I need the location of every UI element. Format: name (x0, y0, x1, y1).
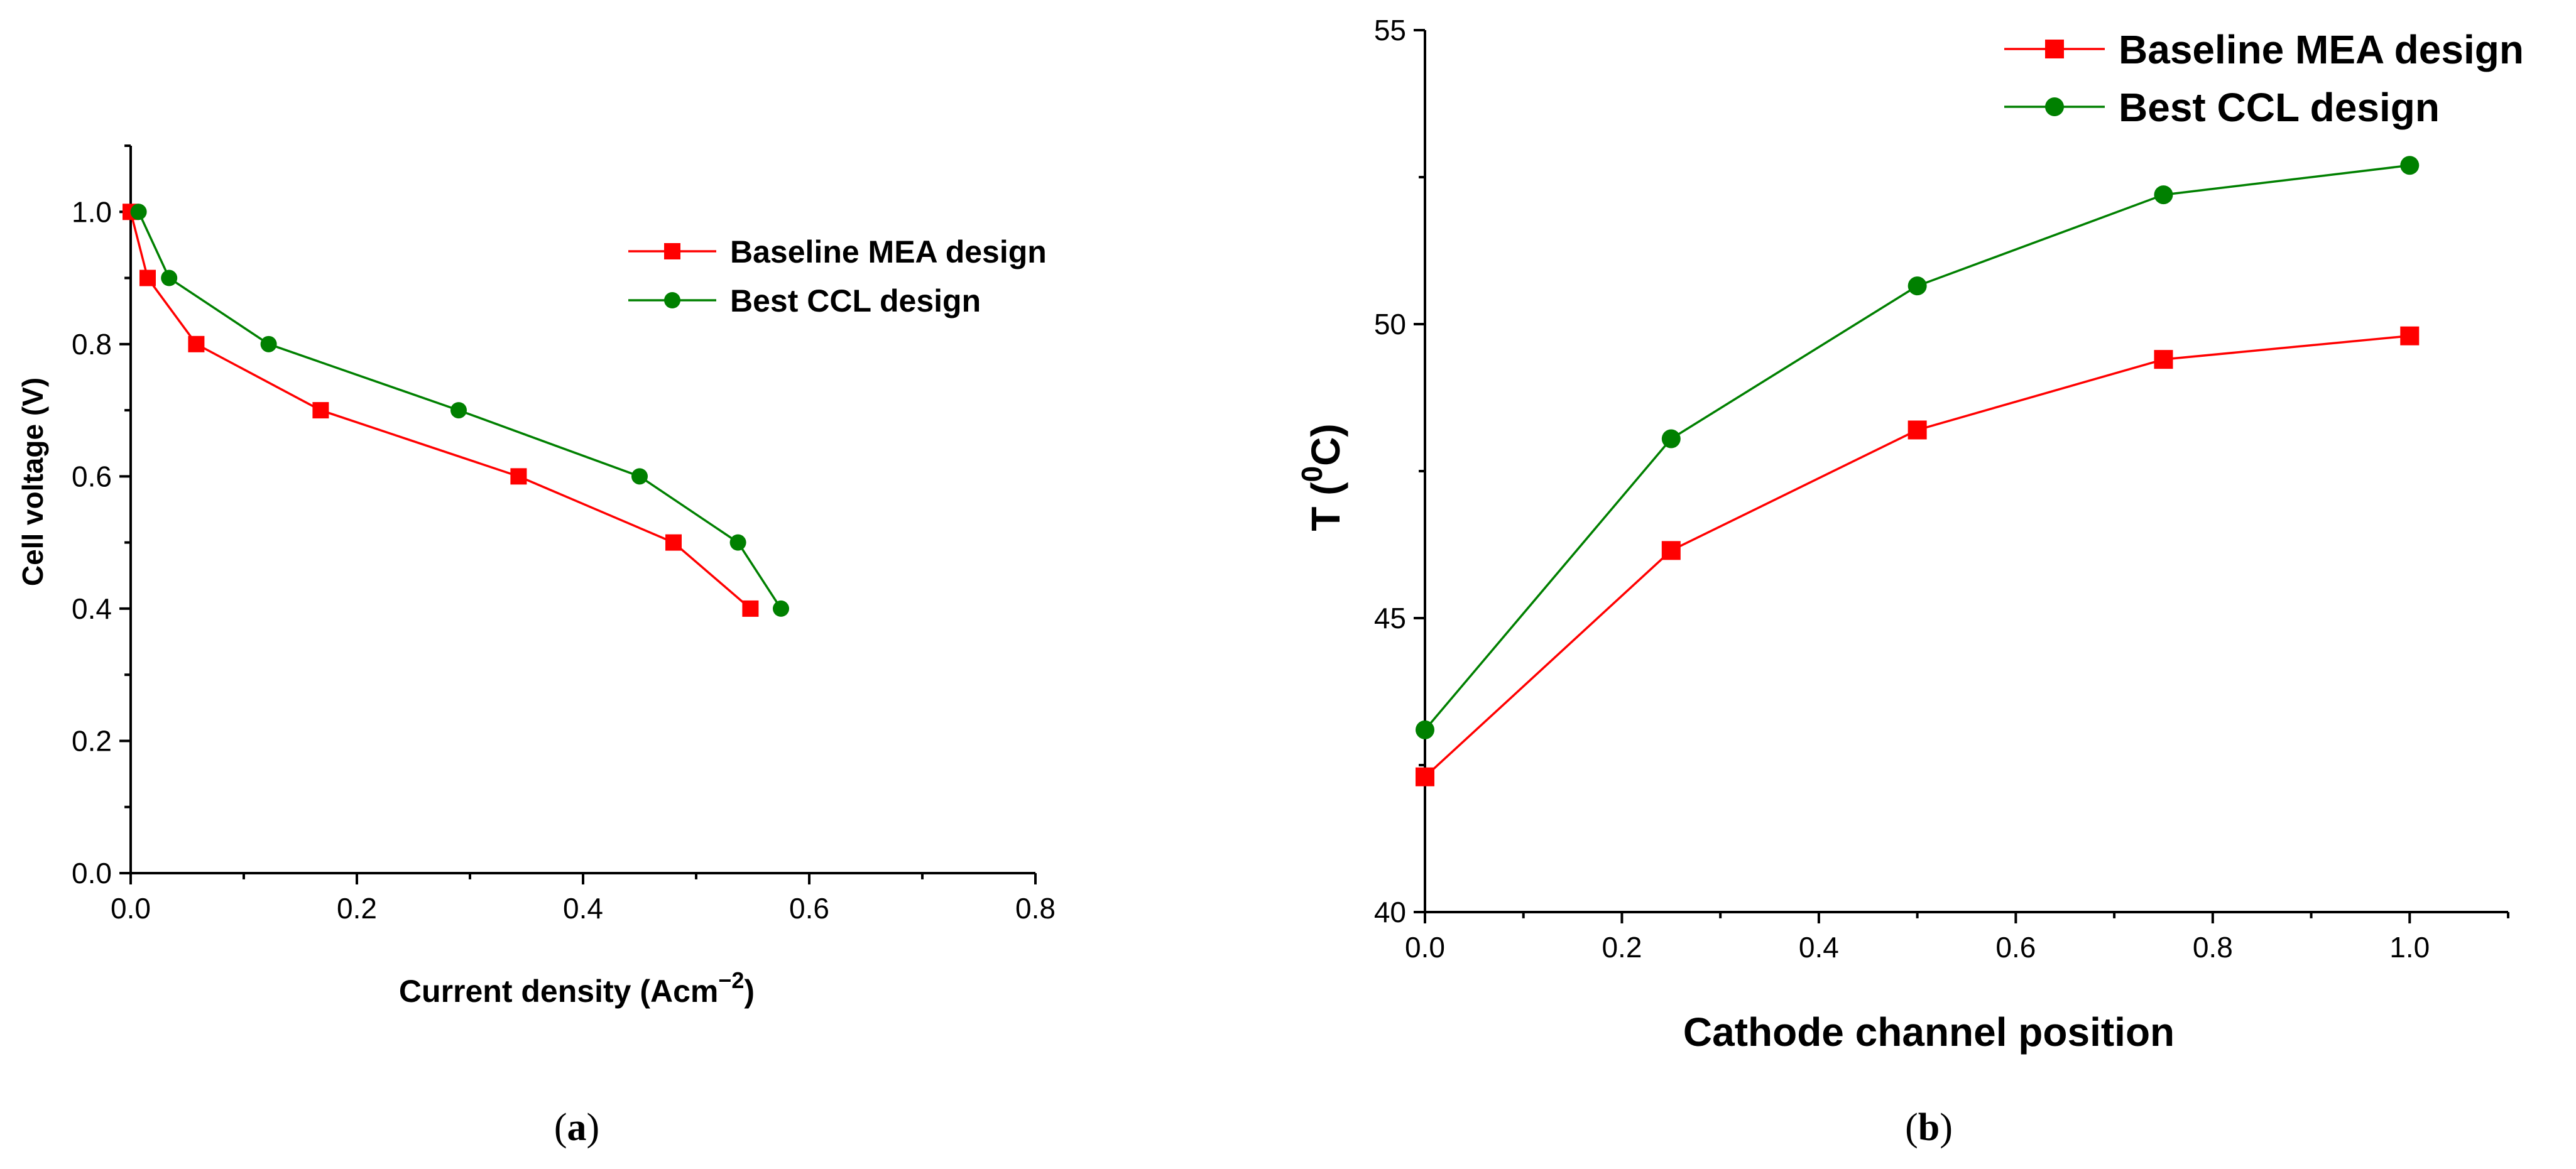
chart-b-point-baseline (2400, 326, 2420, 345)
chart-a-panel-label: (a) (554, 1106, 599, 1149)
chart-a-y-tick-label: 0.8 (72, 328, 112, 361)
chart-a-y-tick-label: 0.2 (72, 724, 112, 757)
chart-a-x-tick-label: 0.0 (111, 892, 151, 925)
chart-a-point-best-ccl (161, 269, 178, 286)
chart-b-series-line-best-ccl (1424, 164, 2410, 731)
chart-a-point-baseline (312, 402, 329, 419)
chart-a-point-best-ccl (729, 534, 746, 551)
chart-a-y-tick-label: 0.4 (72, 592, 112, 625)
chart-a-x-axis-title: Current density (Acm−2) (399, 967, 755, 1009)
chart-a-point-baseline (188, 335, 205, 352)
chart-b-x-tick-label: 1.0 (2389, 931, 2430, 964)
chart-b-legend-label-best-ccl: Best CCL design (2119, 85, 2440, 130)
chart-a-plot-area: 0.0 0.2 0.4 0.6 0.8 0.0 0.2 0.4 0.6 0.8 1.0 (72, 144, 1056, 925)
chart-a-y-axis-title: Cell voltage (V) (16, 378, 49, 586)
chart-b-point-best-ccl (1661, 429, 1681, 449)
chart-b-point-baseline (1416, 767, 1434, 786)
chart-b-y-tick-label: 40 (1374, 896, 1406, 928)
chart-b-x-axis-title: Cathode channel position (1683, 1009, 2175, 1055)
chart-a-y-tick-label: 0.0 (72, 857, 112, 889)
chart-a-point-best-ccl (450, 402, 467, 419)
chart-b-point-best-ccl (1907, 276, 1927, 296)
chart-b-point-best-ccl (2400, 156, 2420, 175)
chart-b-legend-marker-baseline (2045, 40, 2064, 58)
chart-b-x-tick-label: 0.8 (2193, 931, 2233, 964)
chart-b-y-tick-label: 45 (1374, 602, 1406, 634)
chart-b-legend-label-baseline: Baseline MEA design (2119, 27, 2524, 72)
chart-b-y-tick-label: 50 (1374, 308, 1406, 340)
chart-b-point-baseline (1661, 541, 1681, 560)
chart-a-legend-label-baseline: Baseline MEA design (730, 234, 1047, 269)
chart-a-point-baseline (510, 468, 527, 485)
chart-b-point-baseline (2154, 350, 2173, 369)
chart-a-y-tick-label: 1.0 (72, 195, 112, 228)
chart-b-y-tick-label: 55 (1374, 14, 1406, 46)
chart-a-legend: Baseline MEA design Best CCL design (628, 234, 1047, 318)
chart-a-y-tick-label: 0.6 (72, 460, 112, 492)
chart-b-x-tick-label: 0.0 (1405, 931, 1445, 964)
chart-a-x-tick-label: 0.6 (789, 892, 829, 925)
chart-a-x-tick-label: 0.2 (337, 892, 377, 925)
chart-b-temperature: 0.0 0.2 0.4 0.6 0.8 1.0 40 45 50 55 Cathode chann… (1296, 14, 2524, 1149)
chart-b-point-baseline (1907, 420, 1927, 440)
chart-b-point-best-ccl (2154, 185, 2173, 205)
chart-a-legend-label-best-ccl: Best CCL design (730, 283, 981, 318)
chart-b-point-best-ccl (1416, 720, 1434, 739)
chart-a-point-baseline (665, 534, 682, 551)
chart-a-point-best-ccl (260, 335, 277, 352)
chart-a-point-best-ccl (773, 600, 789, 617)
chart-a-point-baseline (742, 600, 759, 617)
chart-b-x-tick-label: 0.4 (1799, 931, 1839, 964)
chart-a-legend-marker-best-ccl (664, 292, 680, 308)
chart-b-legend-marker-best-ccl (2045, 97, 2064, 116)
chart-b-plot-area: 0.0 0.2 0.4 0.6 0.8 1.0 40 45 50 55 (1374, 14, 2509, 964)
chart-b-legend: Baseline MEA design Best CCL design (2004, 27, 2524, 130)
chart-a-point-best-ccl (631, 468, 648, 485)
chart-a-legend-marker-baseline (664, 243, 680, 259)
chart-b-x-tick-label: 0.6 (1995, 931, 2036, 964)
chart-a-point-best-ccl (130, 204, 147, 220)
chart-b-x-tick-label: 0.2 (1602, 931, 1642, 964)
chart-a-series-line-baseline (129, 211, 751, 610)
chart-b-y-axis-title: T (0C) (1296, 423, 1348, 531)
chart-a-x-tick-label: 0.4 (563, 892, 603, 925)
chart-a-point-baseline (139, 269, 156, 286)
chart-a-cell-voltage: 0.0 0.2 0.4 0.6 0.8 0.0 0.2 0.4 0.6 0.8 1.0 Curren… (16, 144, 1056, 1149)
chart-a-x-tick-label: 0.8 (1015, 892, 1056, 925)
chart-b-panel-label: (b) (1905, 1106, 1953, 1149)
